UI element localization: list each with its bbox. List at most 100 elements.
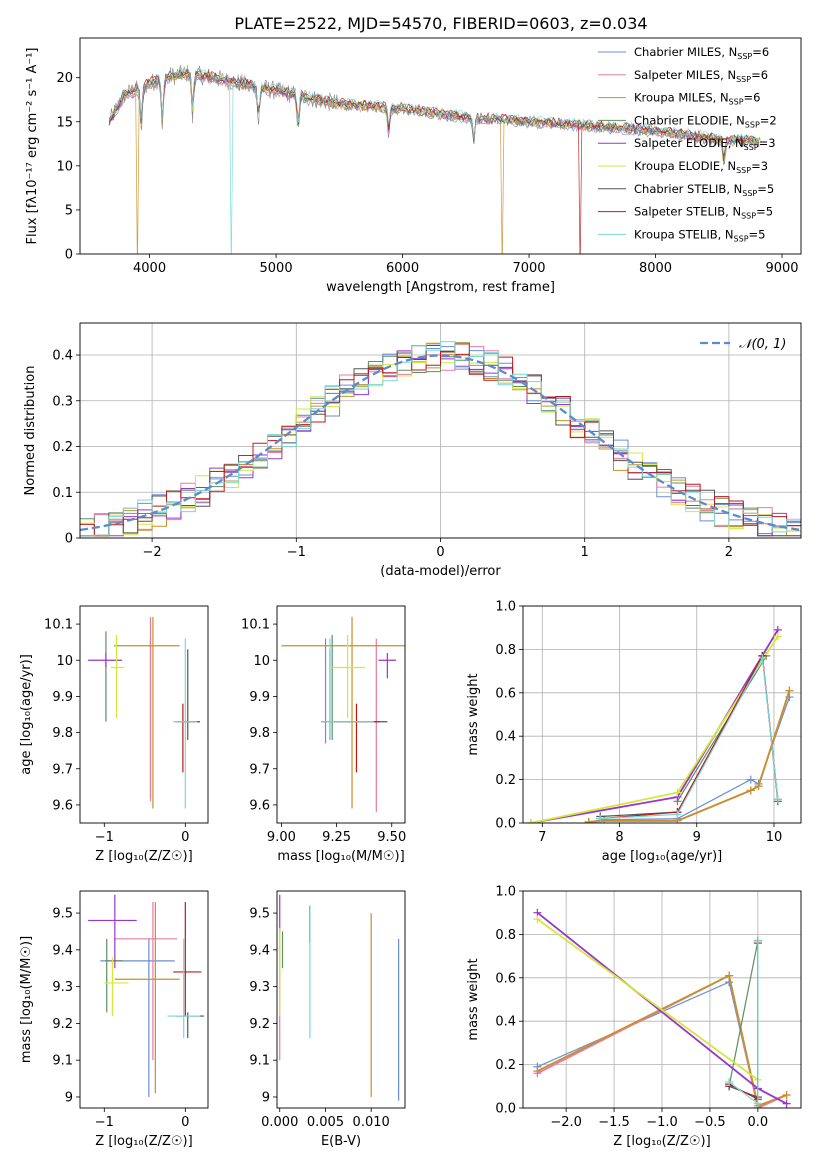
legend-label: Chabrier ELODIE, NSSP=2 <box>634 113 777 129</box>
y-tick-label: 0.2 <box>495 773 516 788</box>
x-axis-label: mass [log₁₀(M/M☉)] <box>277 849 404 864</box>
y-tick-label: 0 <box>65 532 73 547</box>
y-tick-label: 0.2 <box>495 1058 516 1073</box>
x-tick-label: −0.5 <box>694 1115 726 1130</box>
y-tick-label: 0.3 <box>52 394 73 409</box>
mass_vs_ebv-panel: 0.000 0.005 0.010 9 9.1 9.2 9.3 9.4 9.5 E(B-V) <box>249 890 406 1149</box>
legend-label: Chabrier MILES, NSSP=6 <box>634 45 769 61</box>
weight-marker <box>533 915 542 924</box>
weight-line <box>588 690 791 823</box>
y-tick-label: 10.1 <box>44 618 73 633</box>
error-bar-point <box>334 703 379 773</box>
residuals-panel: −2 −1 0 1 2 0 0.1 0.2 0.3 0.4 (data-model)/error No… <box>23 322 802 579</box>
y-tick-label: 0.4 <box>495 730 516 745</box>
y-tick-label: 10 <box>253 654 270 669</box>
x-tick-label: 9.25 <box>322 830 351 845</box>
error-bar-point <box>321 638 375 740</box>
axes-frame <box>79 890 209 1109</box>
axes-frame <box>79 37 802 255</box>
spectrum-marks <box>108 64 761 254</box>
error-bar-point <box>100 938 175 1097</box>
error-bar-point <box>175 649 200 740</box>
x-tick-label: −2.0 <box>550 1115 582 1130</box>
x-tick-label: 6000 <box>386 261 419 276</box>
error-bar-point <box>332 634 366 719</box>
weight_vs_z-panel: −2.0 −1.5 −1.0 −0.5 0.0 0.0 0.2 0.4 0.6 0.8 1.0 Z [… <box>466 885 802 1149</box>
x-tick-label: 0 <box>436 545 444 560</box>
y-tick-label: 0.2 <box>52 440 73 455</box>
y-tick-label: 9.1 <box>249 1054 270 1069</box>
weight-marker <box>753 1099 762 1108</box>
figure-title: PLATE=2522, MJD=54570, FIBERID=0603, z=0… <box>234 14 647 33</box>
x-tick-label: 10 <box>766 830 783 845</box>
y-tick-label: 9 <box>262 1090 270 1105</box>
histogram-line <box>80 341 801 537</box>
error-bar-point <box>114 616 180 809</box>
y-tick-label: 9.5 <box>249 907 270 922</box>
x-tick-label: −1 <box>95 1115 114 1130</box>
x-tick-label: 7000 <box>512 261 545 276</box>
weight-line <box>676 655 767 802</box>
error-bar-point <box>378 653 397 679</box>
legend-label: Kroupa STELIB, NSSP=5 <box>634 227 765 243</box>
weight-marker <box>725 971 734 980</box>
weight-marker <box>753 936 762 945</box>
weight-line <box>600 656 779 820</box>
y-tick-label: 9.5 <box>52 907 73 922</box>
x-axis-label: (data-model)/error <box>380 564 501 579</box>
y-tick-label: 9.2 <box>249 1017 270 1032</box>
weight_vs_age-marks <box>526 625 794 823</box>
weight-marker <box>782 1099 791 1108</box>
y-tick-label: 0.4 <box>495 1015 516 1030</box>
legend-label: Salpeter MILES, NSSP=6 <box>634 68 768 84</box>
x-tick-label: −1.0 <box>646 1115 678 1130</box>
weight-line <box>588 696 790 823</box>
axes-frame <box>522 890 802 1109</box>
legend-label: Chabrier STELIB, NSSP=5 <box>634 182 774 198</box>
legend-label: Salpeter ELODIE, NSSP=3 <box>634 136 776 152</box>
x-tick-label: 0.010 <box>353 1115 390 1130</box>
histogram-line <box>80 343 801 537</box>
y-tick-label: 1.0 <box>495 885 516 900</box>
error-bar-point <box>114 902 180 1094</box>
y-tick-label: 5 <box>65 203 73 218</box>
y-axis-label: Flux [fλ10⁻¹⁷ erg cm⁻² s⁻¹ A⁻¹] <box>25 48 40 245</box>
y-tick-label: 9.1 <box>52 1054 73 1069</box>
x-tick-label: 0.000 <box>261 1115 298 1130</box>
y-tick-label: 20 <box>56 71 73 86</box>
age_vs_mass-marks <box>281 616 405 813</box>
x-tick-label: 2 <box>725 545 733 560</box>
x-tick-label: 8 <box>615 830 623 845</box>
x-tick-label: 0.0 <box>748 1115 769 1130</box>
x-axis-label: wavelength [Angstrom, rest frame] <box>326 280 555 295</box>
x-axis-label: E(B-V) <box>321 1134 361 1149</box>
axes-frame <box>276 605 406 824</box>
error-bar-point <box>281 616 405 809</box>
y-tick-label: 9.7 <box>249 762 270 777</box>
axes-frame <box>79 605 209 824</box>
weight-line <box>536 918 759 1081</box>
axes-frame <box>79 322 802 539</box>
legend-label: Kroupa ELODIE, NSSP=3 <box>634 159 768 175</box>
y-axis-label: age [log₁₀(age/yr)] <box>19 654 34 775</box>
x-axis-label: Z [log₁₀(Z/Z☉)] <box>95 1134 192 1149</box>
x-tick-label: 0 <box>181 1115 189 1130</box>
spectrum-panel: 4000 5000 6000 7000 8000 9000 0 5 10 15 20 waveleng… <box>25 37 802 295</box>
y-tick-label: 9.7 <box>52 762 73 777</box>
y-tick-label: 0.8 <box>495 928 516 943</box>
error-bar-point <box>181 703 200 773</box>
x-tick-label: 7 <box>538 830 546 845</box>
x-tick-label: 0.005 <box>307 1115 344 1130</box>
legend-label: Kroupa MILES, NSSP=6 <box>634 91 760 107</box>
y-axis-label: mass weight <box>466 958 481 1040</box>
weight-marker <box>782 1090 791 1099</box>
weight-line <box>536 974 787 1108</box>
x-tick-label: 8000 <box>639 261 672 276</box>
x-tick-label: 9 <box>693 830 701 845</box>
error-bar-point <box>110 634 125 719</box>
spectrum-legend: Chabrier MILES, NSSP=6 Salpeter MILES, NS… <box>598 45 777 243</box>
y-tick-label: 9 <box>65 1090 73 1105</box>
y-tick-label: 9.6 <box>249 798 270 813</box>
weight-marker <box>673 810 682 819</box>
mass_vs_z-marks <box>88 894 204 1097</box>
